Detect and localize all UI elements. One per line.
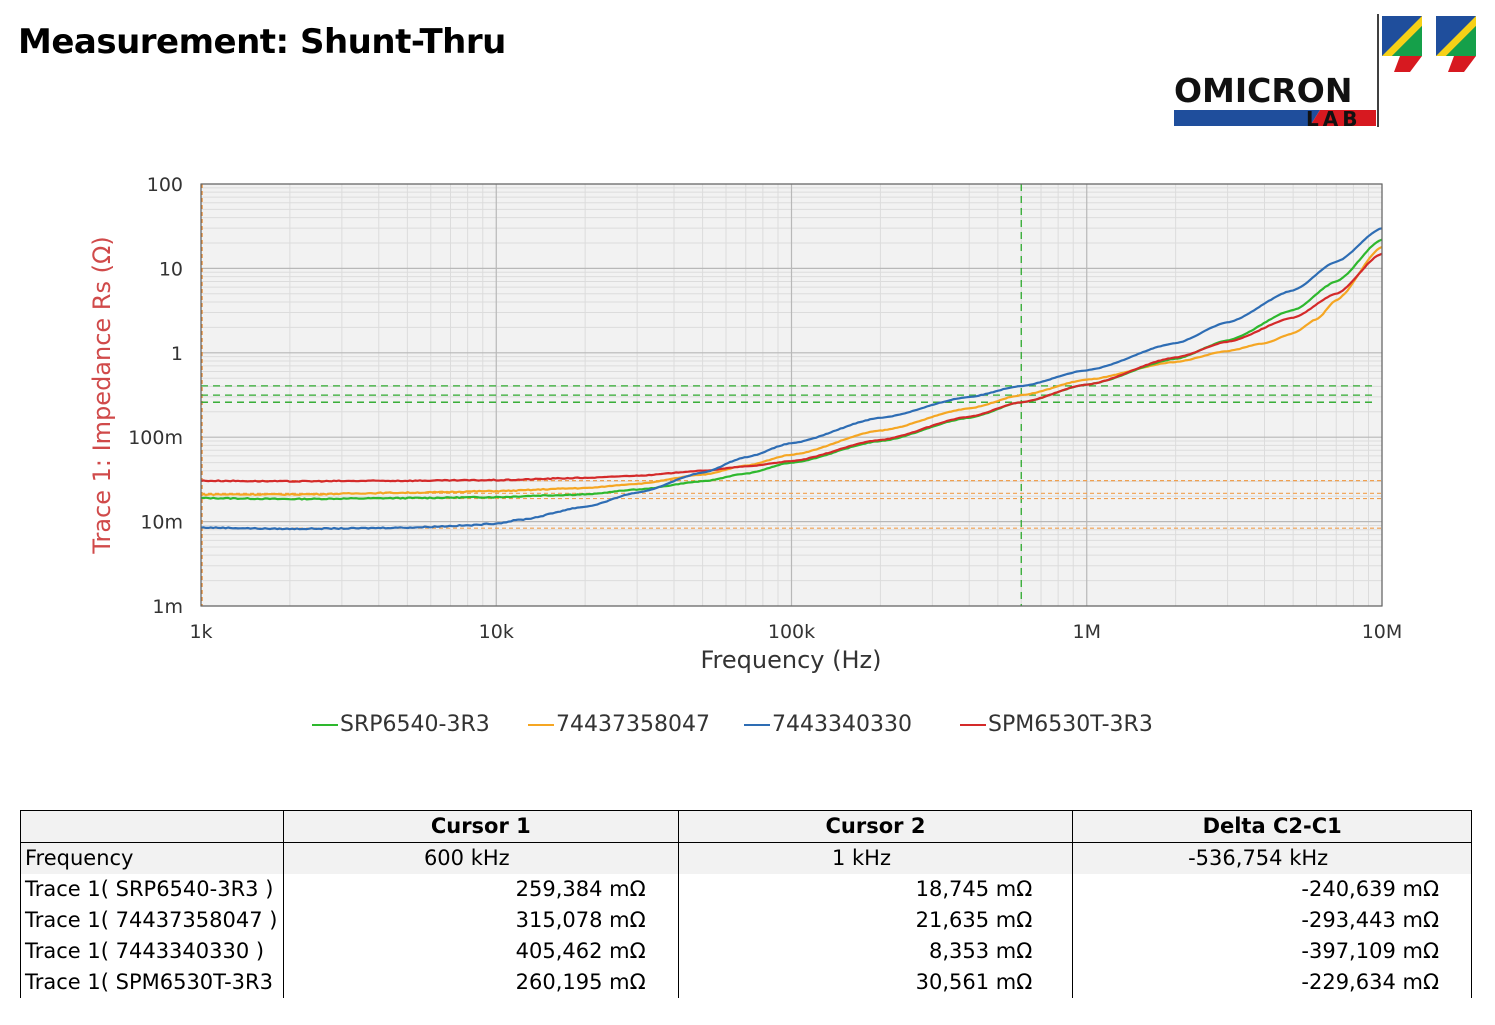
legend-label: SPM6530T-3R3 (988, 712, 1153, 737)
legend-swatch (312, 723, 338, 726)
series-layer (200, 227, 1383, 531)
y-axis-label: Trace 1: Impedance Rs (Ω) (88, 236, 116, 554)
row-label: Trace 1( 7443340330 ) (20, 936, 284, 967)
x-tick-label: 1M (1073, 621, 1101, 643)
legend-label: 7443340330 (772, 712, 912, 737)
cell-cursor-2: 1 kHz (677, 842, 1073, 874)
legend-swatch (744, 723, 770, 726)
cursor-table: Cursor 1 Cursor 2 Delta C2-C1 Frequency … (20, 810, 1472, 998)
logo-flag-1 (1382, 16, 1422, 72)
cell-cursor-1: 405,462 mΩ (282, 936, 679, 967)
cell-cursor-2: 18,745 mΩ (677, 874, 1073, 905)
logo-subtext: LAB (1306, 107, 1361, 131)
cell-cursor-1: 600 kHz (282, 842, 679, 874)
cell-cursor-1: 259,384 mΩ (282, 874, 679, 905)
cell-delta: -397,109 mΩ (1072, 936, 1472, 967)
logo-flag-2 (1436, 16, 1476, 72)
x-tick-label: 100k (768, 621, 815, 643)
legend-item: SRP6540-3R3 (312, 712, 490, 737)
page-title: Measurement: Shunt-Thru (18, 22, 506, 62)
series-line-SPM6530T-3R3 (200, 252, 1383, 483)
logo-text: OMICRON (1174, 71, 1352, 110)
y-tick-label: 100 (147, 174, 183, 196)
row-label: Trace 1( SRP6540-3R3 ) (20, 874, 284, 905)
cell-delta: -229,634 mΩ (1072, 967, 1472, 998)
series-line-74437358047 (200, 245, 1383, 496)
cell-cursor-2: 30,561 mΩ (677, 967, 1073, 998)
table-row: Trace 1( 74437358047 ) 315,078 mΩ 21,635… (20, 905, 1472, 936)
chart-legend: SRP6540-3R3 74437358047 7443340330 SPM6530T… (0, 712, 1495, 746)
omicron-lab-logo: OMICRON LAB (1174, 14, 1476, 131)
table-row-frequency: Frequency 600 kHz 1 kHz -536,754 kHz (20, 842, 1472, 874)
x-tick-labels: 1k 10k 100k 1M 10M (189, 621, 1402, 643)
x-tick-label: 10M (1362, 621, 1403, 643)
cell-delta: -240,639 mΩ (1072, 874, 1472, 905)
x-tick-label: 10k (479, 621, 514, 643)
legend-swatch (528, 723, 554, 726)
y-tick-label: 1m (152, 596, 183, 618)
cell-cursor-1: 315,078 mΩ (282, 905, 679, 936)
cell-cursor-2: 8,353 mΩ (677, 936, 1073, 967)
row-label: Trace 1( SPM6530T-3R3 (20, 967, 284, 998)
header-delta: Delta C2-C1 (1072, 810, 1472, 843)
table-header-row: Cursor 1 Cursor 2 Delta C2-C1 (20, 810, 1472, 843)
cell-delta: -536,754 kHz (1072, 842, 1472, 874)
header-empty (20, 810, 284, 843)
y-tick-label: 100m (128, 427, 183, 449)
legend-item: 7443340330 (744, 712, 912, 737)
table-row: Trace 1( 7443340330 ) 405,462 mΩ 8,353 m… (20, 936, 1472, 967)
y-tick-labels: 100 10 1 100m 10m 1m (128, 174, 183, 618)
row-label: Frequency (20, 842, 284, 874)
y-tick-label: 1 (171, 343, 183, 365)
row-label: Trace 1( 74437358047 ) (20, 905, 284, 936)
legend-item: 74437358047 (528, 712, 710, 737)
table-row: Trace 1( SRP6540-3R3 ) 259,384 mΩ 18,745… (20, 874, 1472, 905)
cell-cursor-1: 260,195 mΩ (282, 967, 679, 998)
legend-item: SPM6530T-3R3 (960, 712, 1153, 737)
cell-delta: -293,443 mΩ (1072, 905, 1472, 936)
legend-swatch (960, 723, 986, 726)
table-row: Trace 1( SPM6530T-3R3 260,195 mΩ 30,561 … (20, 967, 1472, 998)
x-axis-label: Frequency (Hz) (701, 646, 882, 674)
impedance-chart: 1k 10k 100k 1M 10M 100 10 1 100m 10m 1m Frequency… (88, 174, 1402, 674)
x-tick-label: 1k (189, 621, 212, 643)
header-cursor-2: Cursor 2 (677, 810, 1073, 843)
cell-cursor-2: 21,635 mΩ (677, 905, 1073, 936)
plot-frame (200, 183, 1383, 607)
legend-label: SRP6540-3R3 (340, 712, 490, 737)
y-tick-label: 10m (140, 512, 183, 534)
legend-label: 74437358047 (556, 712, 710, 737)
series-line-7443340330 (200, 227, 1383, 531)
y-tick-label: 10 (159, 258, 183, 280)
header-cursor-1: Cursor 1 (282, 810, 679, 843)
